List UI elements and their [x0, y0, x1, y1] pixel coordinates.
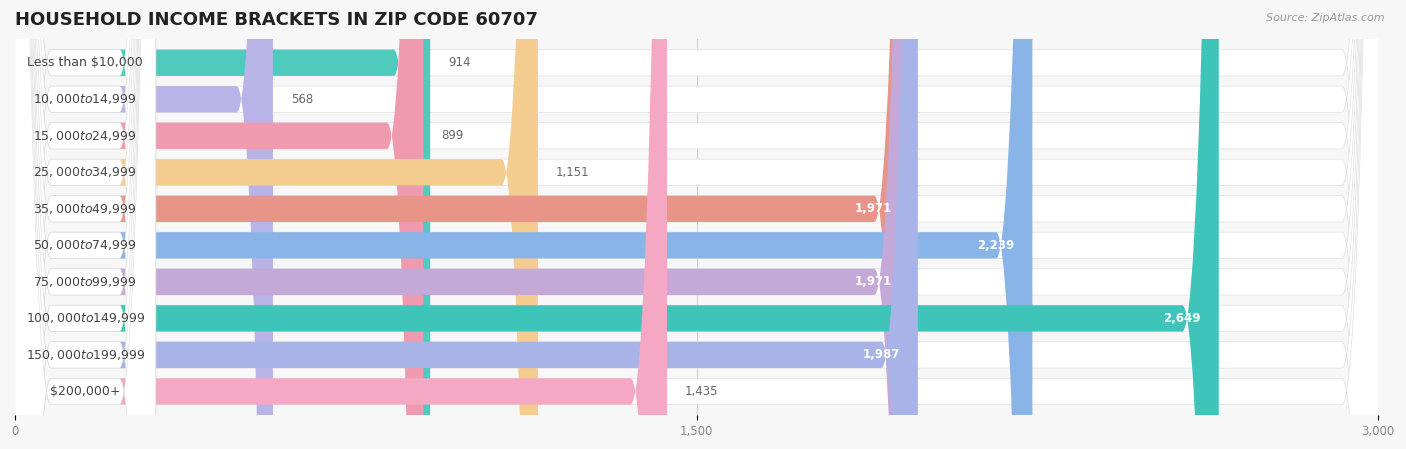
FancyBboxPatch shape [15, 0, 156, 449]
FancyBboxPatch shape [15, 0, 1378, 449]
FancyBboxPatch shape [15, 0, 911, 449]
FancyBboxPatch shape [15, 0, 156, 449]
Text: 2,239: 2,239 [977, 239, 1014, 252]
Text: 1,971: 1,971 [855, 202, 893, 216]
FancyBboxPatch shape [15, 0, 156, 449]
FancyBboxPatch shape [15, 0, 1378, 449]
Text: $75,000 to $99,999: $75,000 to $99,999 [34, 275, 136, 289]
FancyBboxPatch shape [15, 0, 1378, 449]
Text: $100,000 to $149,999: $100,000 to $149,999 [25, 312, 145, 326]
FancyBboxPatch shape [15, 0, 156, 449]
FancyBboxPatch shape [15, 0, 423, 449]
Text: 914: 914 [449, 56, 471, 69]
FancyBboxPatch shape [15, 0, 156, 449]
FancyBboxPatch shape [15, 0, 918, 449]
FancyBboxPatch shape [15, 0, 1378, 449]
Text: 1,435: 1,435 [685, 385, 718, 398]
FancyBboxPatch shape [15, 0, 666, 449]
Text: $25,000 to $34,999: $25,000 to $34,999 [34, 165, 136, 179]
FancyBboxPatch shape [15, 0, 156, 449]
Text: $50,000 to $74,999: $50,000 to $74,999 [34, 238, 136, 252]
Text: $10,000 to $14,999: $10,000 to $14,999 [34, 92, 136, 106]
Text: 1,151: 1,151 [557, 166, 589, 179]
Text: HOUSEHOLD INCOME BRACKETS IN ZIP CODE 60707: HOUSEHOLD INCOME BRACKETS IN ZIP CODE 60… [15, 11, 537, 29]
FancyBboxPatch shape [15, 0, 911, 449]
Text: $15,000 to $24,999: $15,000 to $24,999 [34, 129, 136, 143]
Text: Less than $10,000: Less than $10,000 [27, 56, 143, 69]
Text: 1,971: 1,971 [855, 275, 893, 288]
FancyBboxPatch shape [15, 0, 156, 449]
Text: 568: 568 [291, 93, 314, 106]
FancyBboxPatch shape [15, 0, 273, 449]
FancyBboxPatch shape [15, 0, 1378, 449]
Text: $150,000 to $199,999: $150,000 to $199,999 [25, 348, 145, 362]
FancyBboxPatch shape [15, 0, 1378, 449]
Text: 2,649: 2,649 [1163, 312, 1201, 325]
FancyBboxPatch shape [15, 0, 156, 449]
FancyBboxPatch shape [15, 0, 430, 449]
Text: 1,987: 1,987 [862, 348, 900, 361]
Text: 899: 899 [441, 129, 464, 142]
FancyBboxPatch shape [15, 0, 156, 449]
Text: $200,000+: $200,000+ [51, 385, 121, 398]
FancyBboxPatch shape [15, 0, 1378, 449]
FancyBboxPatch shape [15, 0, 538, 449]
Text: Source: ZipAtlas.com: Source: ZipAtlas.com [1267, 13, 1385, 23]
FancyBboxPatch shape [15, 0, 1378, 449]
FancyBboxPatch shape [15, 0, 1032, 449]
Text: $35,000 to $49,999: $35,000 to $49,999 [34, 202, 136, 216]
FancyBboxPatch shape [15, 0, 156, 449]
FancyBboxPatch shape [15, 0, 1378, 449]
FancyBboxPatch shape [15, 0, 1378, 449]
FancyBboxPatch shape [15, 0, 1219, 449]
